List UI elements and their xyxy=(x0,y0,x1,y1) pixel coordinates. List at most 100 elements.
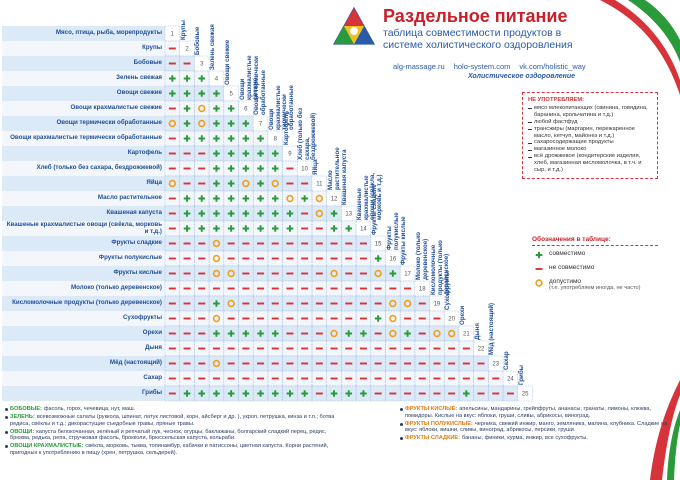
note: ОВОЩИ: капуста белокочанная, зелёный и ре… xyxy=(5,429,335,442)
diag-number: 14 xyxy=(360,227,367,233)
plus xyxy=(242,390,250,397)
note: БОБОВЫЕ: фасоль, горох, чечевица, нут, ма… xyxy=(5,406,335,413)
circle xyxy=(330,329,338,338)
plus xyxy=(198,75,206,82)
row-band xyxy=(2,86,239,101)
plus xyxy=(242,120,250,127)
column-header: Зелень свежая xyxy=(209,23,217,70)
symbol xyxy=(227,225,235,232)
plus xyxy=(257,195,264,202)
symbol xyxy=(213,210,220,217)
diag-number: 11 xyxy=(316,182,323,188)
row-label: Яйца xyxy=(146,179,162,187)
row-label: Картофель xyxy=(127,149,162,157)
plus xyxy=(257,390,264,397)
title: Раздельное питание xyxy=(383,6,568,26)
diag-number: 13 xyxy=(345,212,352,218)
links: alg-massage.ru holo-system.com vk.com/ho… xyxy=(393,62,586,71)
cell xyxy=(502,370,519,387)
column-header: Грибы xyxy=(517,364,525,385)
cell xyxy=(194,55,210,72)
symbol xyxy=(183,210,191,217)
symbol xyxy=(403,299,412,308)
plus xyxy=(242,330,250,337)
plus xyxy=(330,210,338,217)
symbol xyxy=(257,225,264,232)
plus xyxy=(227,330,235,337)
exclusion-item: магазинное молоко xyxy=(528,146,652,153)
circle xyxy=(212,254,221,263)
swoosh-red xyxy=(600,0,680,95)
notes-right: ФРУКТЫ КИСЛЫЕ: апельсины, мандарины, грей… xyxy=(400,406,668,443)
row-label: Мясо, птица, рыба, морепродукты xyxy=(55,29,162,37)
legend-label: допустимо xyxy=(549,278,582,285)
symbol xyxy=(345,225,353,232)
symbol xyxy=(433,329,441,338)
symbol xyxy=(389,270,397,277)
row-band xyxy=(2,161,312,176)
row-band xyxy=(2,131,283,146)
plus xyxy=(463,390,470,397)
cell xyxy=(429,295,445,312)
symbol xyxy=(227,120,235,127)
symbol xyxy=(212,359,221,368)
plus xyxy=(271,150,279,157)
row-label: Сахар xyxy=(143,374,162,382)
circle xyxy=(212,314,221,323)
cell xyxy=(208,70,225,87)
cell xyxy=(399,265,416,282)
row-label: Молоко (только деревенское) xyxy=(70,284,162,292)
cell xyxy=(179,40,195,57)
symbol xyxy=(404,330,411,337)
symbol xyxy=(360,330,367,337)
cell xyxy=(414,280,430,297)
plus xyxy=(227,135,235,142)
swoosh-red-bottom xyxy=(650,380,680,480)
plus xyxy=(183,120,191,127)
symbol xyxy=(212,239,221,248)
plus xyxy=(198,225,206,232)
symbol xyxy=(213,225,220,232)
row-band xyxy=(2,101,254,116)
symbol xyxy=(198,210,206,217)
symbol xyxy=(212,269,221,278)
diag-number: 4 xyxy=(215,77,219,83)
plus xyxy=(257,150,264,157)
symbol xyxy=(198,135,206,142)
logo xyxy=(332,6,376,45)
cell xyxy=(267,130,283,147)
note-text: апельсины, мандарины, грейпфруты, ананас… xyxy=(405,406,652,419)
plus xyxy=(213,300,220,307)
link: alg-massage.ru xyxy=(393,62,445,71)
plus xyxy=(330,390,338,397)
legend-item: не совместимо xyxy=(534,264,658,274)
symbol xyxy=(198,225,206,232)
column-header: Фрукты кислые xyxy=(400,215,408,265)
plus xyxy=(257,180,264,187)
row-label: Зелень свежая xyxy=(116,74,162,82)
column-header: Орехи xyxy=(459,305,466,325)
plus xyxy=(242,135,250,142)
symbol xyxy=(315,194,324,203)
column-header: Квашеная капуста xyxy=(341,148,349,205)
plus xyxy=(227,105,235,112)
plus xyxy=(360,330,367,337)
row-label: Дыня xyxy=(144,344,162,352)
plus xyxy=(183,210,191,217)
column-header: Овощи свежие xyxy=(223,39,231,85)
exclusions-box: НЕ УПОТРЕБЛЯЕМ: мясо млекопитающих (свин… xyxy=(522,92,658,179)
plus xyxy=(330,225,338,232)
circle xyxy=(271,179,279,188)
cell xyxy=(355,220,372,237)
row-label: Овощи крахмалистые термически обработанн… xyxy=(10,134,162,142)
column-header: Картофель xyxy=(282,110,290,145)
plus xyxy=(345,330,353,337)
symbol xyxy=(227,330,235,337)
note-text: черника, свежий инжир, манго, земляника,… xyxy=(405,420,668,434)
symbol xyxy=(257,195,264,202)
symbol xyxy=(213,120,220,127)
symbol xyxy=(286,210,294,217)
column-header: Масло растительное xyxy=(326,146,341,190)
row-band xyxy=(2,71,224,86)
